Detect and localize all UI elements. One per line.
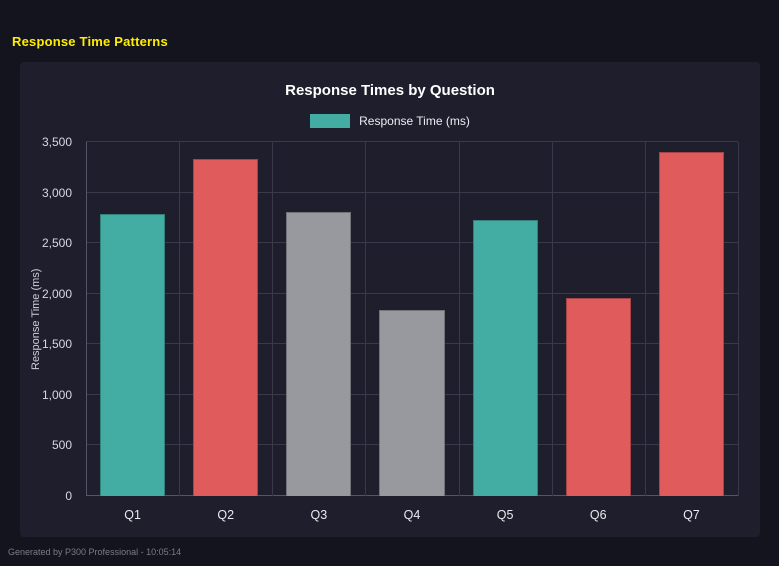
- bars-layer: [86, 142, 738, 496]
- x-tick-label: Q1: [124, 508, 141, 522]
- legend-label: Response Time (ms): [359, 114, 470, 128]
- bar-q3[interactable]: [286, 211, 352, 496]
- bar-q5[interactable]: [472, 219, 538, 496]
- bar-cell: [272, 142, 365, 496]
- y-tick-label: 3,500: [41, 135, 72, 149]
- plot-area: [86, 141, 739, 496]
- legend-item[interactable]: Response Time (ms): [20, 114, 760, 128]
- x-tick-label: Q7: [683, 508, 700, 522]
- y-tick-label: 3,000: [41, 185, 72, 200]
- footer-note: Generated by P300 Professional - 10:05:1…: [8, 547, 182, 557]
- y-tick-label: 0: [65, 489, 72, 503]
- chart-title: Response Times by Question: [285, 82, 495, 99]
- bar-cell: [365, 142, 458, 496]
- y-tick-label: 1,000: [41, 387, 72, 402]
- v-gridline: [86, 142, 87, 496]
- h-gridline: [86, 191, 738, 193]
- legend-swatch: [310, 114, 351, 128]
- bar-q6[interactable]: [565, 297, 631, 496]
- x-tick-label: Q2: [217, 508, 235, 522]
- x-tick-label: Q4: [403, 508, 421, 522]
- y-axis-ticks: 0 500 1,000 1,500 2,000 2,500 3,000 3,500: [20, 135, 80, 503]
- x-tick-label: Q5: [496, 508, 514, 522]
- h-gridline: [86, 141, 738, 142]
- page-title: Response Time Patterns: [12, 34, 168, 49]
- h-gridline: [86, 242, 738, 244]
- h-gridline: [86, 292, 738, 294]
- bar-q7[interactable]: [658, 152, 724, 496]
- bar-q4[interactable]: [379, 309, 445, 496]
- y-tick-label: 1,500: [41, 337, 72, 352]
- v-gridline: [644, 142, 646, 496]
- v-gridline: [272, 142, 274, 496]
- x-tick-label: Q6: [589, 508, 607, 522]
- x-tick-label: Q3: [310, 508, 328, 522]
- bar-q2[interactable]: [193, 159, 259, 496]
- v-gridline: [365, 142, 367, 496]
- y-tick-label: 2,500: [41, 236, 72, 251]
- bar-cell: [179, 142, 272, 496]
- y-tick-label: 500: [51, 438, 72, 453]
- v-gridline: [738, 142, 739, 496]
- y-tick-label: 2,000: [41, 286, 72, 301]
- x-axis-labels: Q1 Q2 Q3 Q4 Q5 Q6 Q7: [86, 508, 738, 522]
- bar-q1[interactable]: [99, 213, 166, 496]
- v-gridline: [179, 142, 181, 496]
- bar-cell: [645, 142, 738, 496]
- bar-cell: [86, 142, 179, 496]
- v-gridline: [551, 142, 553, 496]
- v-gridline: [458, 142, 460, 496]
- bar-cell: [552, 142, 645, 496]
- chart-panel: Response Times by Question Response Time…: [20, 62, 760, 537]
- bar-cell: [459, 142, 552, 496]
